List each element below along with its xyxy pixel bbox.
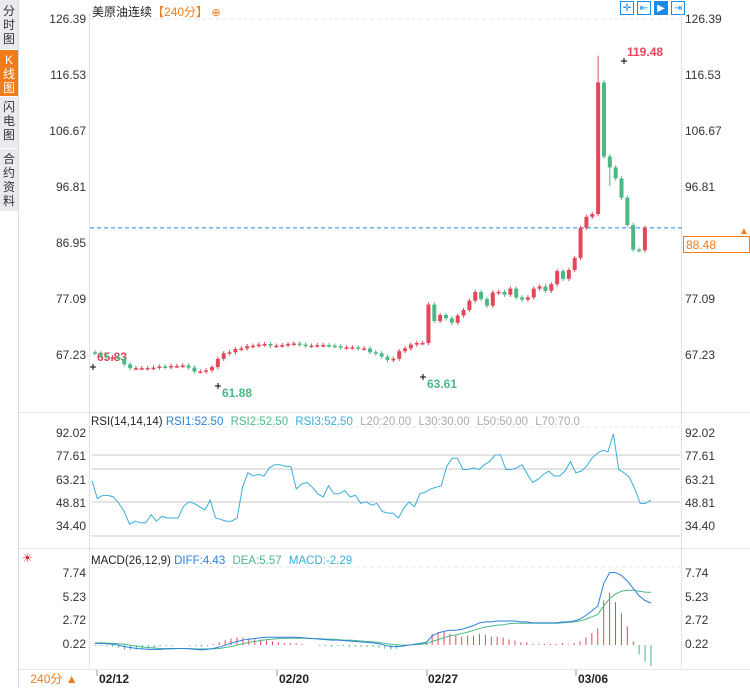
price-tick-left: 67.23 <box>55 348 86 362</box>
price-tick-left: 116.53 <box>50 68 86 82</box>
rsi-l30: L30:30.00 <box>418 416 470 428</box>
rsi-tick-right: 92.02 <box>685 426 716 440</box>
rsi-legend: RSI(14,14,14) RSI1:52.50 RSI2:52.50 RSI3… <box>91 416 580 428</box>
x-tick: 02/20 <box>279 672 310 686</box>
current-price-tag: 88.48 <box>683 236 750 253</box>
rsi-tick-left: 77.61 <box>55 449 86 463</box>
period-selector[interactable]: 240分 ▲ <box>30 672 78 686</box>
macd-tick-left: 7.74 <box>62 566 86 580</box>
low-price-label-1: 61.88 <box>222 386 253 400</box>
price-tick-right: 96.81 <box>685 180 716 194</box>
price-tick-left: 77.09 <box>55 292 86 306</box>
rsi-tick-left: 48.81 <box>55 496 86 510</box>
price-tick-right: 77.09 <box>685 292 716 306</box>
rsi-name: RSI(14,14,14) <box>91 416 163 428</box>
macd-tick-left: 2.72 <box>62 613 86 627</box>
macd-tick-left: 0.22 <box>62 637 86 651</box>
rsi-tick-right: 34.40 <box>685 519 716 533</box>
rsi-l50: L50:50.00 <box>476 416 528 428</box>
sidebar-divider <box>18 0 19 688</box>
period-label: 【240分】 <box>152 5 209 19</box>
low-price-label-2: 63.61 <box>427 377 458 391</box>
right-price-axis <box>681 14 682 670</box>
diff-value: DIFF:4.43 <box>174 555 226 567</box>
macd-legend: MACD(26,12,9) DIFF:4.43 DEA:5.57 MACD:-2… <box>91 555 352 567</box>
tab-flash[interactable]: 闪电图 <box>0 97 18 149</box>
price-tick-left: 96.81 <box>55 180 86 194</box>
instrument-name: 美原油连续 <box>92 5 153 19</box>
price-tick-right: 126.39 <box>685 12 722 26</box>
indicator-settings-icon[interactable]: ☀ <box>22 551 33 565</box>
chart-title: 美原油连续【240分】 ⊕ <box>92 3 221 20</box>
macd-tick-right: 0.22 <box>685 637 709 651</box>
macd-tick-right: 2.72 <box>685 613 709 627</box>
rsi-tick-right: 63.21 <box>685 473 716 487</box>
rsi-l70: L70:70.0 <box>535 416 580 428</box>
rsi1-value: RSI1:52.50 <box>165 416 224 428</box>
high-price-label: 119.48 <box>627 45 664 59</box>
rsi-tick-left: 92.02 <box>55 426 86 440</box>
price-tick-right: 106.67 <box>685 124 722 138</box>
price-tick-left: 126.39 <box>49 12 86 26</box>
pane-divider <box>19 548 750 549</box>
price-tick-right: 67.23 <box>685 348 716 362</box>
macd-name: MACD(26,12,9) <box>91 555 171 567</box>
collapse-up-icon[interactable]: ▲ <box>739 226 749 237</box>
rsi-l20: L20:20.00 <box>360 416 412 428</box>
tab-contract-info[interactable]: 合约资料 <box>0 149 18 212</box>
go-end-icon[interactable]: ⇥ <box>671 1 685 15</box>
start-price-label: 65.83 <box>97 350 128 364</box>
macd-tick-right: 5.23 <box>685 590 709 604</box>
chart-toolbar: ✛ ⇤ ▶ ⇥ <box>620 1 685 15</box>
rsi-tick-right: 48.81 <box>685 496 716 510</box>
play-right-icon[interactable]: ▶ <box>654 1 668 15</box>
rsi-tick-left: 63.21 <box>55 473 86 487</box>
zoom-in-icon[interactable]: ⊕ <box>211 7 221 19</box>
price-tick-left: 86.95 <box>55 236 86 250</box>
tab-timeshare[interactable]: 分时图 <box>0 0 18 50</box>
macd-value: MACD:-2.29 <box>288 555 353 567</box>
pane-divider <box>19 669 750 670</box>
x-tick: 02/12 <box>99 672 130 686</box>
crosshair-icon[interactable]: ✛ <box>620 1 634 15</box>
macd-tick-right: 7.74 <box>685 566 709 580</box>
rsi-tick-right: 77.61 <box>685 449 716 463</box>
pane-divider <box>19 412 750 413</box>
rsi-tick-left: 34.40 <box>55 519 86 533</box>
price-tick-left: 106.67 <box>49 124 86 138</box>
rsi3-value: RSI3:52.50 <box>295 416 353 428</box>
left-price-axis <box>89 14 90 670</box>
macd-tick-left: 5.23 <box>62 590 86 604</box>
x-tick: 03/06 <box>578 672 609 686</box>
price-tick-right: 116.53 <box>685 68 721 82</box>
dea-value: DEA:5.57 <box>232 555 282 567</box>
fit-left-icon[interactable]: ⇤ <box>637 1 651 15</box>
rsi2-value: RSI2:52.50 <box>230 416 289 428</box>
x-tick: 02/27 <box>428 672 459 686</box>
